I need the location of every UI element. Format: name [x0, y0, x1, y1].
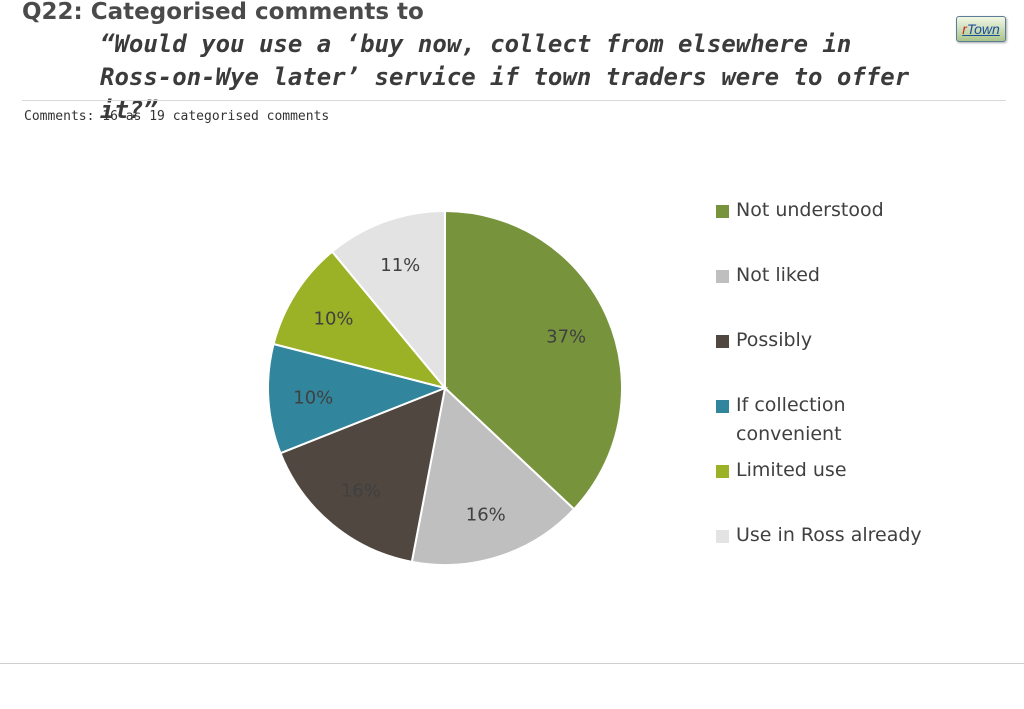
slice-label-limited-use: 10% — [314, 308, 354, 329]
header-divider — [22, 100, 1006, 101]
legend-swatch — [716, 400, 729, 413]
legend-swatch — [716, 530, 729, 543]
footer-divider — [0, 663, 1024, 664]
legend-item-limited-use: Limited use — [716, 456, 976, 485]
legend-item-not-liked: Not liked — [716, 261, 976, 290]
pie-slice-not-understood — [444, 209, 623, 511]
legend-swatch — [716, 465, 729, 478]
slice-label-use-in-ross-already: 11% — [380, 255, 420, 276]
pie-slice-not-liked — [410, 386, 576, 566]
logo-text: Town — [966, 21, 1000, 37]
legend-label: Possibly — [736, 329, 813, 351]
legend-swatch — [716, 270, 729, 283]
legend-label: Not understood — [736, 199, 884, 221]
question-label: Q22: Categorised comments to — [22, 0, 424, 25]
legend-label: Limited use — [736, 459, 847, 481]
legend-item-possibly: Possibly — [716, 326, 976, 355]
legend-label: Not liked — [736, 264, 820, 286]
pie-slice-possibly — [279, 386, 447, 564]
legend-label: Use in Ross already — [736, 524, 922, 546]
legend-swatch — [716, 205, 729, 218]
pie-slice-if-collection-convenient — [267, 342, 449, 455]
pie-slice-use-in-ross-already — [330, 209, 446, 391]
legend-item-use-in-ross-already: Use in Ross already — [716, 521, 976, 550]
legend-item-not-understood: Not understood — [716, 196, 976, 225]
pie-slice-limited-use — [272, 250, 448, 390]
legend-item-if-collection-convenient: If collection convenient — [716, 391, 976, 449]
comments-note: Comments: 16 as 19 categorised comments — [24, 109, 330, 124]
slice-label-not-liked: 16% — [466, 505, 506, 526]
slice-label-not-understood: 37% — [546, 327, 586, 348]
slice-label-if-collection-convenient: 10% — [293, 387, 333, 408]
rtown-logo[interactable]: rTown — [956, 16, 1006, 42]
legend-label: If collection convenient — [736, 394, 846, 445]
legend-swatch — [716, 335, 729, 348]
slice-label-possibly: 16% — [341, 481, 381, 502]
logo-prefix: r — [962, 21, 967, 37]
